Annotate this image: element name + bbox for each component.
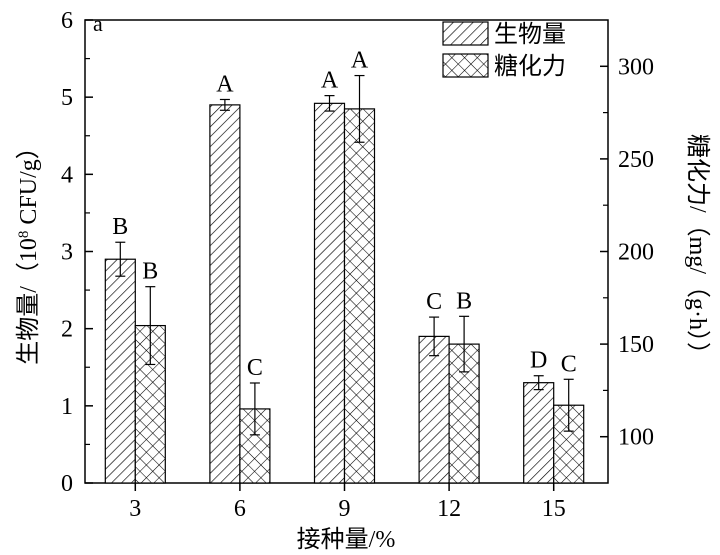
left-axis-title: 生物量/（108 CFU/g） (15, 135, 42, 365)
left-tick-label: 5 (61, 85, 73, 111)
right-axis-title: 糖化力/（mg/（g·h）） (684, 134, 711, 366)
panel-label: a (93, 11, 103, 36)
left-tick-label: 2 (61, 317, 73, 343)
x-axis-title: 接种量/% (297, 526, 396, 553)
significance-label: C (426, 289, 442, 315)
significance-label: C (561, 351, 577, 377)
legend-swatch-saccharifying-power (442, 53, 489, 78)
left-tick-label: 4 (61, 162, 73, 188)
significance-label: B (456, 288, 472, 314)
left-tick-label: 6 (61, 8, 73, 34)
right-axis: 100 150 200 250 300 (600, 54, 654, 451)
bar (343, 108, 376, 484)
bar (418, 335, 450, 484)
left-axis-title-exponent: 8 (16, 231, 32, 239)
x-tick-label: 15 (542, 496, 566, 522)
significance-label: C (247, 355, 263, 381)
legend: 生物量 糖化力 (442, 21, 566, 80)
bar (523, 382, 555, 484)
x-tick-label: 12 (437, 496, 461, 522)
significance-label: B (142, 259, 158, 285)
bar (209, 104, 241, 484)
legend-label-biomass: 生物量 (494, 21, 566, 48)
legend-label-saccharifying-power: 糖化力 (494, 53, 566, 80)
right-tick-label: 100 (618, 425, 654, 451)
right-tick-label: 300 (618, 54, 654, 80)
bar (104, 258, 136, 484)
left-axis: 0 1 2 3 4 5 6 (61, 8, 93, 497)
right-tick-label: 200 (618, 240, 654, 266)
bar (313, 102, 346, 484)
left-tick-label: 1 (61, 394, 73, 420)
right-tick-label: 250 (618, 147, 654, 173)
left-tick-label: 0 (61, 471, 73, 497)
significance-label: D (530, 348, 547, 374)
significance-label: B (112, 214, 128, 240)
significance-label: A (351, 48, 369, 74)
left-tick-label: 3 (61, 240, 73, 266)
right-tick-label: 150 (618, 332, 654, 358)
x-tick-label: 3 (129, 496, 141, 522)
significance-label: A (321, 68, 339, 94)
legend-swatch-biomass (442, 21, 489, 46)
significance-label: A (216, 71, 234, 97)
x-tick-label: 9 (339, 496, 351, 522)
x-axis: 3 6 9 12 15 (129, 483, 566, 522)
x-tick-label: 6 (234, 496, 246, 522)
